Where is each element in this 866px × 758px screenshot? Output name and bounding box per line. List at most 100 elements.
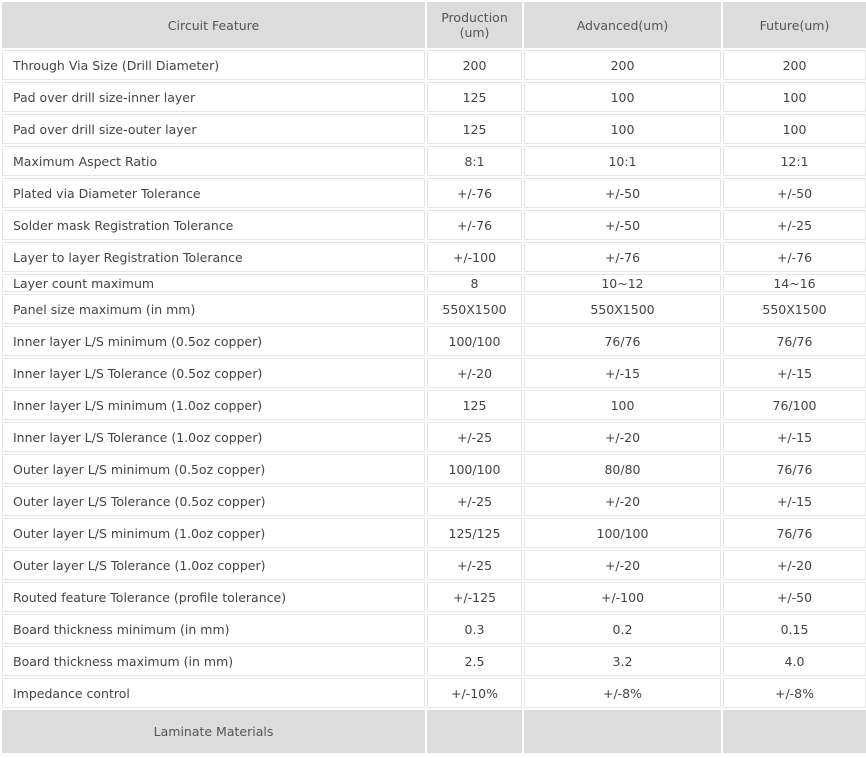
advanced-cell: 100 xyxy=(524,390,721,420)
table-body: Through Via Size (Drill Diameter) 200 200 2… xyxy=(2,50,866,753)
advanced-cell: +/-76 xyxy=(524,242,721,272)
production-cell: 125 xyxy=(427,114,522,144)
future-cell: +/-15 xyxy=(723,358,866,388)
section-empty-cell xyxy=(427,710,522,753)
feature-cell: Pad over drill size-inner layer xyxy=(2,82,425,112)
future-cell: +/-76 xyxy=(723,242,866,272)
section-empty-cell xyxy=(524,710,721,753)
production-cell: 0.3 xyxy=(427,614,522,644)
production-cell: +/-125 xyxy=(427,582,522,612)
table-row: Pad over drill size-inner layer 125 100 100 xyxy=(2,82,866,112)
table-header-row: Circuit Feature Production (um) Advanced(… xyxy=(2,2,866,48)
advanced-cell: +/-20 xyxy=(524,422,721,452)
advanced-cell: 100/100 xyxy=(524,518,721,548)
future-cell: +/-50 xyxy=(723,178,866,208)
future-cell: 0.15 xyxy=(723,614,866,644)
table-row: Solder mask Registration Tolerance +/-76 +… xyxy=(2,210,866,240)
feature-cell: Pad over drill size-outer layer xyxy=(2,114,425,144)
table-row: Through Via Size (Drill Diameter) 200 200 2… xyxy=(2,50,866,80)
advanced-cell: 10:1 xyxy=(524,146,721,176)
table-row: Board thickness maximum (in mm) 2.5 3.2 4.0 xyxy=(2,646,866,676)
future-cell: +/-15 xyxy=(723,486,866,516)
feature-cell: Panel size maximum (in mm) xyxy=(2,294,425,324)
feature-cell: Board thickness maximum (in mm) xyxy=(2,646,425,676)
table-row: Inner layer L/S Tolerance (0.5oz copper)… xyxy=(2,358,866,388)
future-cell: 76/76 xyxy=(723,454,866,484)
advanced-cell: +/-100 xyxy=(524,582,721,612)
production-cell: +/-100 xyxy=(427,242,522,272)
production-cell: +/-10% xyxy=(427,678,522,708)
feature-cell: Through Via Size (Drill Diameter) xyxy=(2,50,425,80)
future-cell: +/-50 xyxy=(723,582,866,612)
feature-cell: Maximum Aspect Ratio xyxy=(2,146,425,176)
advanced-cell: +/-20 xyxy=(524,486,721,516)
advanced-cell: 80/80 xyxy=(524,454,721,484)
feature-cell: Layer count maximum xyxy=(2,274,425,292)
production-cell: +/-76 xyxy=(427,210,522,240)
future-cell: 100 xyxy=(723,114,866,144)
table-row: Outer layer L/S Tolerance (0.5oz copper)… xyxy=(2,486,866,516)
table-row: Outer layer L/S Tolerance (1.0oz copper)… xyxy=(2,550,866,580)
table-row: Layer to layer Registration Tolerance +/-… xyxy=(2,242,866,272)
future-cell: +/-15 xyxy=(723,422,866,452)
future-cell: 12:1 xyxy=(723,146,866,176)
feature-cell: Solder mask Registration Tolerance xyxy=(2,210,425,240)
production-cell: 125 xyxy=(427,82,522,112)
future-cell: 76/100 xyxy=(723,390,866,420)
table-row: Layer count maximum 8 10~12 14~16 xyxy=(2,274,866,292)
feature-cell: Impedance control xyxy=(2,678,425,708)
production-cell: +/-25 xyxy=(427,422,522,452)
future-cell: 550X1500 xyxy=(723,294,866,324)
advanced-cell: 100 xyxy=(524,82,721,112)
production-cell: 8:1 xyxy=(427,146,522,176)
production-cell: +/-76 xyxy=(427,178,522,208)
future-cell: +/-25 xyxy=(723,210,866,240)
production-cell: 2.5 xyxy=(427,646,522,676)
feature-cell: Inner layer L/S Tolerance (0.5oz copper) xyxy=(2,358,425,388)
feature-cell: Plated via Diameter Tolerance xyxy=(2,178,425,208)
feature-cell: Outer layer L/S Tolerance (0.5oz copper) xyxy=(2,486,425,516)
feature-cell: Layer to layer Registration Tolerance xyxy=(2,242,425,272)
advanced-cell: 200 xyxy=(524,50,721,80)
section-empty-cell xyxy=(723,710,866,753)
advanced-cell: +/-20 xyxy=(524,550,721,580)
feature-cell: Inner layer L/S minimum (0.5oz copper) xyxy=(2,326,425,356)
table-row: Inner layer L/S minimum (1.0oz copper) 12… xyxy=(2,390,866,420)
table-row: Board thickness minimum (in mm) 0.3 0.2 0.1… xyxy=(2,614,866,644)
production-cell: 8 xyxy=(427,274,522,292)
production-cell: +/-25 xyxy=(427,550,522,580)
production-cell: 125 xyxy=(427,390,522,420)
table-row: Outer layer L/S minimum (0.5oz copper) 10… xyxy=(2,454,866,484)
advanced-cell: 550X1500 xyxy=(524,294,721,324)
production-cell: +/-20 xyxy=(427,358,522,388)
section-title: Laminate Materials xyxy=(2,710,425,753)
advanced-cell: +/-8% xyxy=(524,678,721,708)
feature-cell: Inner layer L/S minimum (1.0oz copper) xyxy=(2,390,425,420)
table-row: Outer layer L/S minimum (1.0oz copper) 12… xyxy=(2,518,866,548)
production-cell: 125/125 xyxy=(427,518,522,548)
feature-cell: Outer layer L/S minimum (0.5oz copper) xyxy=(2,454,425,484)
future-cell: 200 xyxy=(723,50,866,80)
header-advanced: Advanced(um) xyxy=(524,2,721,48)
future-cell: 4.0 xyxy=(723,646,866,676)
table-row: Maximum Aspect Ratio 8:1 10:1 12:1 xyxy=(2,146,866,176)
section-row-laminate-materials: Laminate Materials xyxy=(2,710,866,753)
advanced-cell: 76/76 xyxy=(524,326,721,356)
production-cell: 100/100 xyxy=(427,326,522,356)
production-cell: 100/100 xyxy=(427,454,522,484)
feature-cell: Inner layer L/S Tolerance (1.0oz copper) xyxy=(2,422,425,452)
future-cell: 76/76 xyxy=(723,326,866,356)
production-cell: 550X1500 xyxy=(427,294,522,324)
header-production: Production (um) xyxy=(427,2,522,48)
advanced-cell: 10~12 xyxy=(524,274,721,292)
feature-cell: Outer layer L/S minimum (1.0oz copper) xyxy=(2,518,425,548)
table-row: Plated via Diameter Tolerance +/-76 +/-50 +… xyxy=(2,178,866,208)
advanced-cell: 3.2 xyxy=(524,646,721,676)
advanced-cell: 100 xyxy=(524,114,721,144)
header-production-label: Production (um) xyxy=(441,10,508,40)
table-row: Panel size maximum (in mm) 550X1500 550X15… xyxy=(2,294,866,324)
table-row: Routed feature Tolerance (profile tolera… xyxy=(2,582,866,612)
advanced-cell: 0.2 xyxy=(524,614,721,644)
table-row: Inner layer L/S minimum (0.5oz copper) 10… xyxy=(2,326,866,356)
